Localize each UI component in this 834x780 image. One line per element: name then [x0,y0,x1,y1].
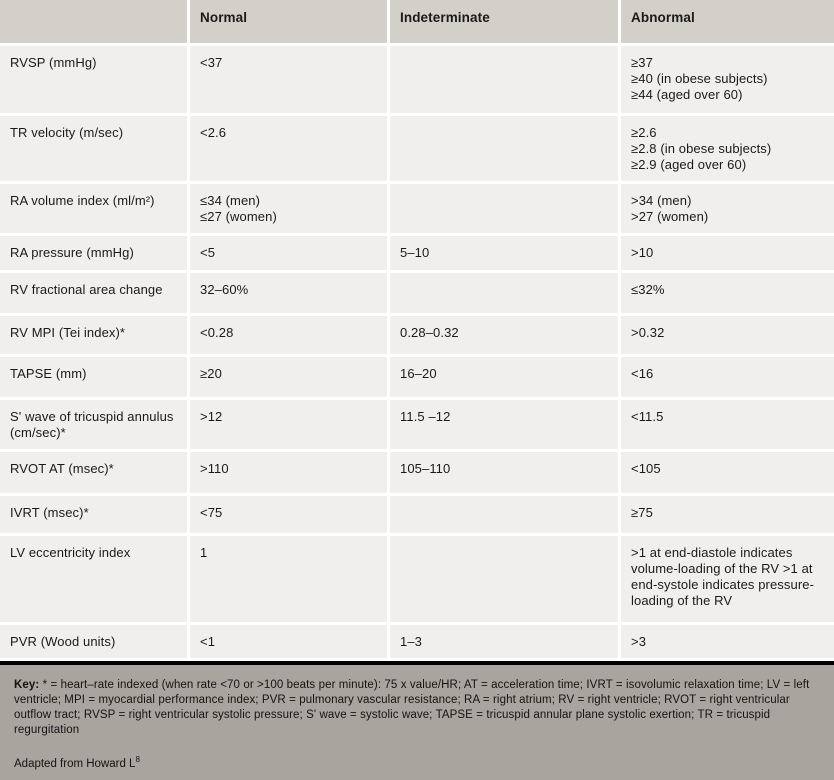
cell-abnormal: >34 (men) >27 (women) [621,184,834,233]
attribution-reference-number: 8 [135,755,140,765]
cell-normal: >12 [190,400,387,449]
cell-normal: <37 [190,46,387,113]
row-parameter: RV MPI (Tei index)* [0,316,187,354]
row-parameter: RV fractional area change [0,273,187,313]
cell-normal: <2.6 [190,116,387,181]
cell-indeterminate: 5–10 [390,236,618,270]
cell-normal: <0.28 [190,316,387,354]
cell-abnormal: ≤32% [621,273,834,313]
cell-indeterminate: 11.5 –12 [390,400,618,449]
cell-abnormal: ≥75 [621,496,834,533]
cell-indeterminate [390,184,618,233]
cell-abnormal: >0.32 [621,316,834,354]
attribution-text: Adapted from Howard L [14,758,136,770]
row-parameter: TAPSE (mm) [0,357,187,397]
key-paragraph: Key: * = heart–rate indexed (when rate <… [14,678,820,738]
cell-normal: ≥20 [190,357,387,397]
cell-indeterminate [390,273,618,313]
cell-abnormal: ≥2.6 ≥2.8 (in obese subjects) ≥2.9 (aged o… [621,116,834,181]
row-parameter: S' wave of tricuspid annulus (cm/sec)* [0,400,187,449]
cell-normal: 32–60% [190,273,387,313]
row-parameter: PVR (Wood units) [0,625,187,658]
cell-abnormal: >1 at end-diastole indicates volume-load… [621,536,834,622]
column-header-normal: Normal [190,0,387,43]
cell-normal: 1 [190,536,387,622]
cell-indeterminate [390,536,618,622]
table: Normal Indeterminate Abnormal RVSP (mmHg… [0,0,834,658]
row-parameter: LV eccentricity index [0,536,187,622]
cell-indeterminate: 0.28–0.32 [390,316,618,354]
cell-indeterminate [390,116,618,181]
cell-normal: <1 [190,625,387,658]
row-parameter: RA pressure (mmHg) [0,236,187,270]
cell-normal: >110 [190,452,387,493]
table-footnote: Key: * = heart–rate indexed (when rate <… [0,661,834,780]
row-parameter: RVOT AT (msec)* [0,452,187,493]
cell-indeterminate: 105–110 [390,452,618,493]
row-parameter: RA volume index (ml/m²) [0,184,187,233]
cell-normal: <75 [190,496,387,533]
cell-indeterminate [390,46,618,113]
cell-abnormal: >3 [621,625,834,658]
cell-normal: <5 [190,236,387,270]
key-text: * = heart–rate indexed (when rate <70 or… [14,679,810,736]
cell-indeterminate: 1–3 [390,625,618,658]
cell-abnormal: <11.5 [621,400,834,449]
cell-indeterminate: 16–20 [390,357,618,397]
column-header-empty [0,0,187,43]
attribution: Adapted from Howard L8 [14,755,820,772]
cell-abnormal: <16 [621,357,834,397]
cell-indeterminate [390,496,618,533]
column-header-abnormal: Abnormal [621,0,834,43]
cell-abnormal: ≥37 ≥40 (in obese subjects) ≥44 (aged over… [621,46,834,113]
cell-normal: ≤34 (men) ≤27 (women) [190,184,387,233]
column-header-indeterminate: Indeterminate [390,0,618,43]
row-parameter: TR velocity (m/sec) [0,116,187,181]
row-parameter: IVRT (msec)* [0,496,187,533]
cell-abnormal: >10 [621,236,834,270]
cell-abnormal: <105 [621,452,834,493]
key-label: Key: [14,679,40,691]
row-parameter: RVSP (mmHg) [0,46,187,113]
